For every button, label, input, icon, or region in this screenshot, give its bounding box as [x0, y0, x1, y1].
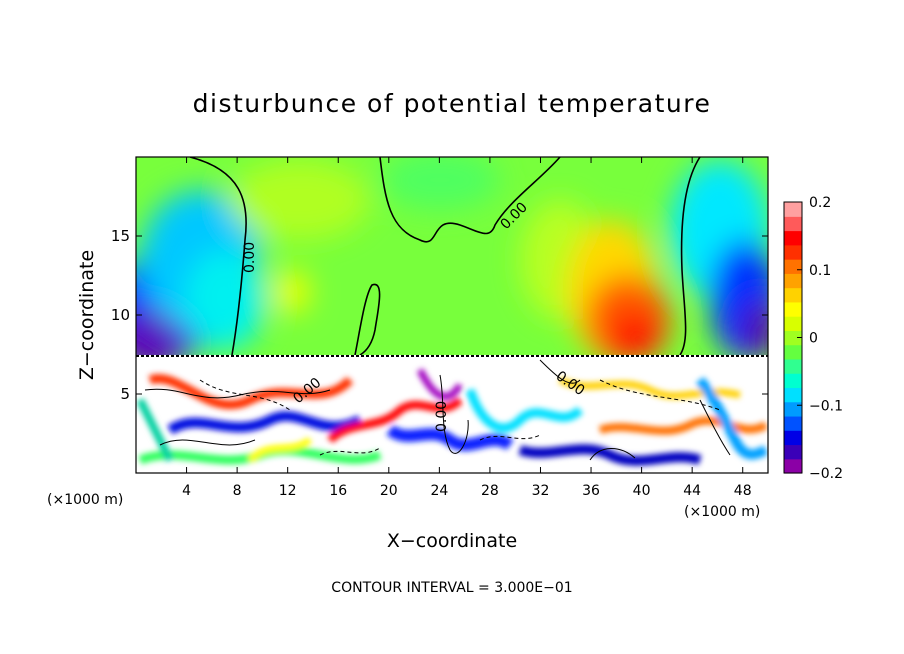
colorbar-swatch — [784, 330, 802, 346]
zero-contour-b — [379, 157, 561, 243]
contour-label: 0.00 — [242, 242, 258, 273]
colorbar-swatch — [784, 444, 802, 460]
colorbar-swatch — [784, 387, 802, 403]
x-tick-label: 48 — [734, 483, 752, 499]
colorbar-tick-label: 0.2 — [809, 195, 831, 211]
colorbar-swatch — [784, 230, 802, 246]
x-unit-right: (×1000 m) — [684, 504, 760, 520]
x-tick-label: 8 — [233, 483, 242, 499]
colorbar-swatch — [784, 316, 802, 331]
colorbar-swatch — [784, 273, 802, 289]
upper-layer-field — [136, 157, 768, 357]
y-axis-label: Z−coordinate — [76, 250, 98, 380]
colorbar-tick-label: 0.1 — [809, 263, 831, 279]
colorbar-swatch — [784, 287, 802, 303]
x-tick-label: 44 — [683, 483, 701, 499]
x-unit-left: (×1000 m) — [47, 492, 123, 508]
lower-layer-field — [136, 355, 768, 473]
colorbar-tick-label: 0 — [809, 331, 818, 347]
colorbar-swatch — [784, 202, 802, 217]
colorbar: 0.2 0.1 0 −0.1 −0.2 — [783, 195, 843, 482]
zero-contour-c — [354, 283, 381, 356]
x-tick-label: 28 — [481, 483, 499, 499]
colorbar-swatch — [784, 301, 802, 317]
chart-title: disturbunce of potential temperature — [193, 89, 712, 118]
colorbar-swatch — [784, 259, 802, 274]
zero-contour-a — [189, 157, 247, 356]
heatmap-field — [136, 157, 768, 473]
colorbar-swatch — [784, 244, 802, 260]
x-axis: 4 8 12 16 20 24 28 32 36 40 44 48 — [182, 157, 752, 499]
colorbar-swatch — [784, 430, 802, 446]
x-tick-label: 12 — [279, 483, 297, 499]
colorbar-swatch — [784, 401, 802, 417]
y-tick-label: 15 — [111, 227, 130, 245]
colorbar-swatch — [784, 344, 802, 360]
contour-label: 0.00 — [434, 401, 450, 432]
x-tick-label: 4 — [182, 483, 191, 499]
x-tick-label: 36 — [582, 483, 600, 499]
y-tick-label: 10 — [111, 306, 130, 324]
colorbar-swatch — [784, 373, 802, 389]
zero-contour-d — [679, 157, 701, 356]
colorbar-swatch — [784, 458, 802, 474]
y-axis: 5 10 15 — [111, 227, 768, 403]
x-tick-label: 40 — [633, 483, 651, 499]
colorbar-tick-label: −0.2 — [809, 466, 843, 482]
colorbar-tick-label: −0.1 — [809, 398, 843, 414]
x-tick-label: 24 — [430, 483, 448, 499]
y-tick-label: 5 — [120, 385, 130, 403]
colorbar-swatch — [784, 216, 802, 232]
x-tick-label: 32 — [532, 483, 550, 499]
colorbar-swatch — [784, 415, 802, 431]
x-tick-label: 16 — [329, 483, 347, 499]
x-tick-label: 20 — [380, 483, 398, 499]
x-axis-label: X−coordinate — [387, 530, 517, 552]
contour-interval-note: CONTOUR INTERVAL = 3.000E−01 — [331, 580, 572, 596]
colorbar-swatch — [784, 358, 802, 374]
